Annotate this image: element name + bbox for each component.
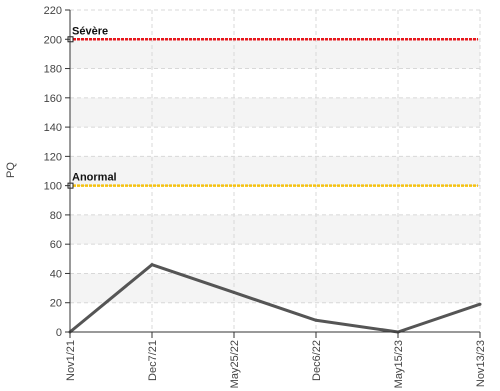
y-tick-label: 0 [56, 327, 62, 339]
y-tick-label: 80 [50, 210, 62, 222]
plot-band [70, 156, 480, 186]
series-lines [68, 263, 482, 334]
data-point [314, 318, 318, 322]
x-tick-labels: Nov1/21 Dec7/21 May25/22 Dec6/22 May15/23 Nov… [65, 340, 487, 388]
y-tick-label: 60 [50, 239, 62, 251]
data-point [478, 302, 482, 306]
x-tick-label: Dec7/21 [147, 340, 159, 381]
y-tick-labels: 0 20 40 60 80 100 120 140 160 180 200 220 [44, 5, 62, 339]
y-tick-label: 120 [44, 151, 62, 163]
plot-bands [70, 39, 480, 303]
x-tick-label: May15/23 [393, 340, 405, 388]
threshold-label: Anormal [72, 172, 117, 184]
y-axis-label: PQ [5, 162, 17, 178]
plot-band [70, 273, 480, 303]
y-tick-label: 20 [50, 298, 62, 310]
y-tick-label: 100 [44, 181, 62, 193]
data-point [232, 290, 236, 294]
plot-band [70, 39, 480, 69]
y-tick-label: 160 [44, 93, 62, 105]
threshold-label: Sévère [72, 25, 108, 37]
y-tick-label: 180 [44, 64, 62, 76]
x-tick-label: Nov13/23 [475, 340, 487, 387]
y-tick-label: 220 [44, 5, 62, 17]
plot-band [70, 97, 480, 128]
y-tick-label: 200 [44, 34, 62, 46]
x-tick-label: Dec6/22 [311, 340, 323, 381]
plot-band [70, 214, 480, 245]
x-tick-label: Nov1/21 [65, 340, 77, 381]
series-line [69, 263, 481, 334]
axes [65, 9, 481, 338]
y-tick-label: 40 [50, 268, 62, 280]
x-tick-label: May25/22 [229, 340, 241, 388]
data-point [150, 263, 154, 267]
y-tick-label: 140 [44, 122, 62, 134]
